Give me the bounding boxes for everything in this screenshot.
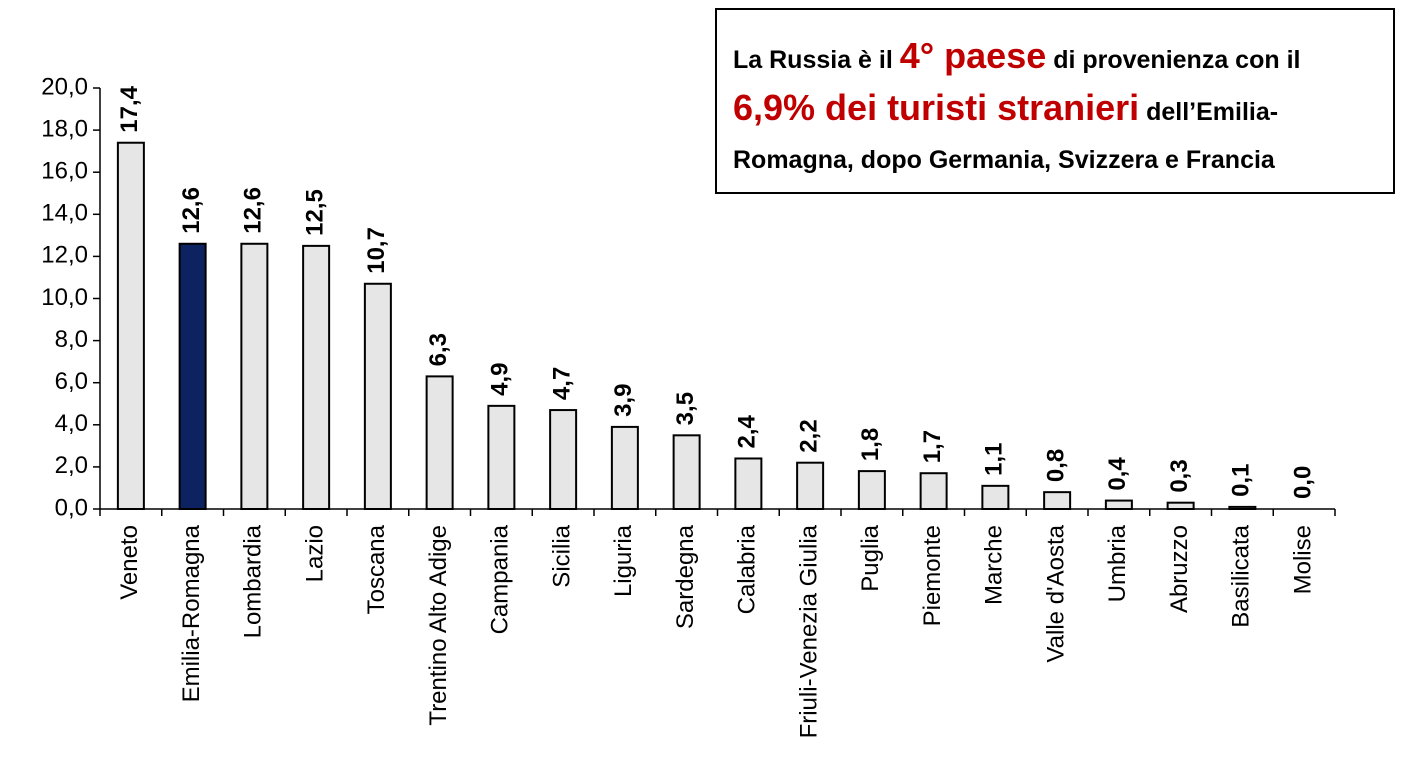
x-tick-label: Piemonte — [919, 525, 946, 626]
y-tick-label: 6,0 — [55, 368, 88, 395]
value-label: 0,1 — [1228, 464, 1255, 497]
annotation-text: dell’Emilia-Romagna, dopo Germania, Sviz… — [733, 98, 1279, 174]
x-tick-label: Lombardia — [240, 524, 267, 638]
y-tick-label: 18,0 — [41, 115, 88, 142]
value-label: 12,5 — [301, 189, 328, 236]
bar — [734, 457, 763, 511]
x-tick-label: Molise — [1289, 525, 1316, 594]
bar — [796, 461, 825, 511]
x-tick-label: Sicilia — [548, 524, 575, 587]
bar — [1043, 491, 1072, 511]
x-tick-label: Liguria — [610, 524, 637, 597]
value-label: 0,0 — [1289, 466, 1316, 499]
value-label: 3,5 — [672, 392, 699, 425]
x-tick-label: Calabria — [734, 524, 761, 614]
bar — [1166, 501, 1195, 510]
x-tick-label: Abruzzo — [1166, 525, 1193, 613]
y-tick-label: 4,0 — [55, 410, 88, 437]
bar — [672, 434, 701, 511]
bar — [610, 425, 639, 510]
bar — [240, 242, 269, 511]
value-label: 1,1 — [981, 442, 1008, 475]
value-label: 4,9 — [487, 362, 514, 395]
x-tick-label: Emilia-Romagna — [178, 524, 205, 702]
annotation-highlight: 4° paese — [899, 35, 1047, 76]
value-label: 3,9 — [610, 384, 637, 417]
x-tick-label: Friuli-Venezia Giulia — [795, 524, 822, 738]
x-tick-label: Veneto — [116, 525, 143, 600]
bar — [425, 375, 454, 511]
bar — [487, 404, 516, 511]
value-label: 12,6 — [178, 187, 205, 234]
y-tick-label: 20,0 — [41, 73, 88, 100]
bar — [116, 141, 145, 510]
value-label: 0,4 — [1104, 457, 1131, 491]
y-tick-label: 12,0 — [41, 242, 88, 269]
y-tick-label: 14,0 — [41, 200, 88, 227]
x-tick-label: Toscana — [363, 524, 390, 614]
y-tick-label: 16,0 — [41, 158, 88, 185]
value-label: 1,8 — [857, 428, 884, 461]
value-label: 0,3 — [1166, 459, 1193, 492]
value-label: 2,4 — [734, 414, 761, 448]
x-tick-label: Puglia — [857, 524, 884, 591]
value-label: 17,4 — [116, 85, 143, 132]
y-tick-label: 8,0 — [55, 326, 88, 353]
value-label: 10,7 — [363, 227, 390, 274]
bar — [178, 242, 207, 511]
value-label: 12,6 — [240, 187, 267, 234]
bar — [919, 472, 948, 510]
x-tick-label: Sardegna — [672, 524, 699, 629]
bar — [1104, 499, 1133, 510]
y-tick-label: 2,0 — [55, 452, 88, 479]
annotation-text: La Russia è il — [733, 46, 900, 74]
x-tick-label: Basilicata — [1228, 524, 1255, 627]
x-tick-label: Campania — [487, 524, 514, 634]
x-tick-label: Marche — [981, 525, 1008, 605]
annotation-text: di provenienza con il — [1046, 46, 1301, 74]
bar — [981, 484, 1010, 511]
bar — [857, 470, 886, 510]
value-label: 6,3 — [425, 333, 452, 366]
annotation-box: La Russia è il 4° paese di provenienza c… — [715, 8, 1395, 194]
value-label: 2,2 — [795, 419, 822, 452]
x-tick-label: Trentino Alto Adige — [425, 525, 452, 726]
x-tick-label: Umbria — [1104, 524, 1131, 602]
value-label: 1,7 — [919, 430, 946, 463]
annotation-highlight: 6,9% dei turisti stranieri — [733, 87, 1140, 128]
x-tick-label: Lazio — [301, 525, 328, 582]
y-tick-label: 10,0 — [41, 284, 88, 311]
y-tick-label: 0,0 — [55, 494, 88, 521]
value-label: 4,7 — [548, 367, 575, 400]
bar — [302, 244, 331, 510]
bar — [363, 282, 392, 511]
x-tick-label: Valle d'Aosta — [1042, 524, 1069, 662]
bar — [549, 409, 578, 510]
bar — [1228, 505, 1257, 510]
value-label: 0,8 — [1042, 449, 1069, 482]
